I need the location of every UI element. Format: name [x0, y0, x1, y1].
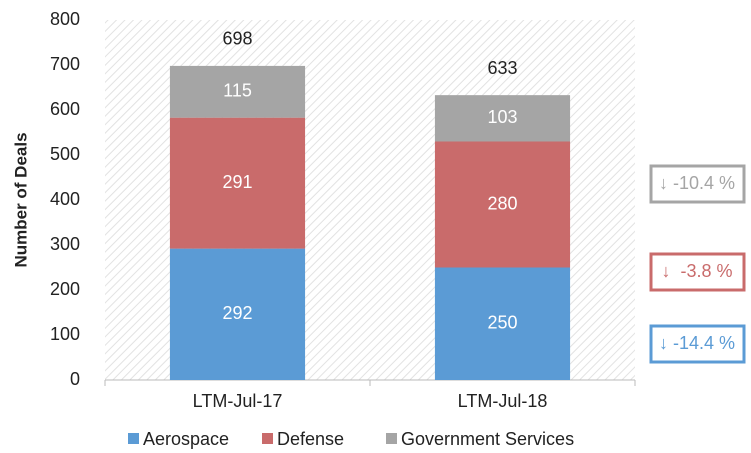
- legend-label: Government Services: [401, 429, 574, 449]
- data-label: 250: [487, 313, 517, 333]
- y-tick-label: 400: [50, 189, 80, 209]
- y-axis-title: Number of Deals: [11, 132, 30, 267]
- legend-label: Defense: [277, 429, 344, 449]
- bar-segment: [434, 141, 571, 268]
- y-tick-label: 0: [70, 369, 80, 389]
- bar-segment: [169, 248, 306, 380]
- y-tick-label: 200: [50, 279, 80, 299]
- change-box: [649, 164, 746, 204]
- change-box: [649, 324, 746, 364]
- bar-segment: [434, 95, 571, 142]
- total-label: 633: [487, 58, 517, 78]
- data-label: 292: [222, 303, 252, 323]
- change-box: [649, 252, 746, 292]
- y-tick-label: 500: [50, 144, 80, 164]
- bar-segment: [434, 267, 571, 380]
- y-tick-label: 800: [50, 9, 80, 29]
- bar-segment: [169, 117, 306, 249]
- data-label: 280: [487, 193, 517, 213]
- legend-label: Aerospace: [143, 429, 229, 449]
- change-label: ↓ -10.4 %: [659, 173, 735, 193]
- change-label: ↓ -3.8 %: [661, 261, 732, 281]
- x-tick-label: LTM-Jul-18: [458, 391, 548, 411]
- bar-segment: [169, 65, 306, 118]
- x-tick-label: LTM-Jul-17: [193, 391, 283, 411]
- y-tick-label: 300: [50, 234, 80, 254]
- legend-swatch: [128, 433, 139, 444]
- data-label: 291: [222, 172, 252, 192]
- total-label: 698: [222, 29, 252, 49]
- legend-swatch: [262, 433, 273, 444]
- legend-swatch: [386, 433, 397, 444]
- y-tick-label: 100: [50, 324, 80, 344]
- y-tick-label: 600: [50, 99, 80, 119]
- y-tick-label: 700: [50, 54, 80, 74]
- change-label: ↓ -14.4 %: [659, 333, 735, 353]
- data-label: 103: [487, 107, 517, 127]
- data-label: 115: [223, 81, 252, 101]
